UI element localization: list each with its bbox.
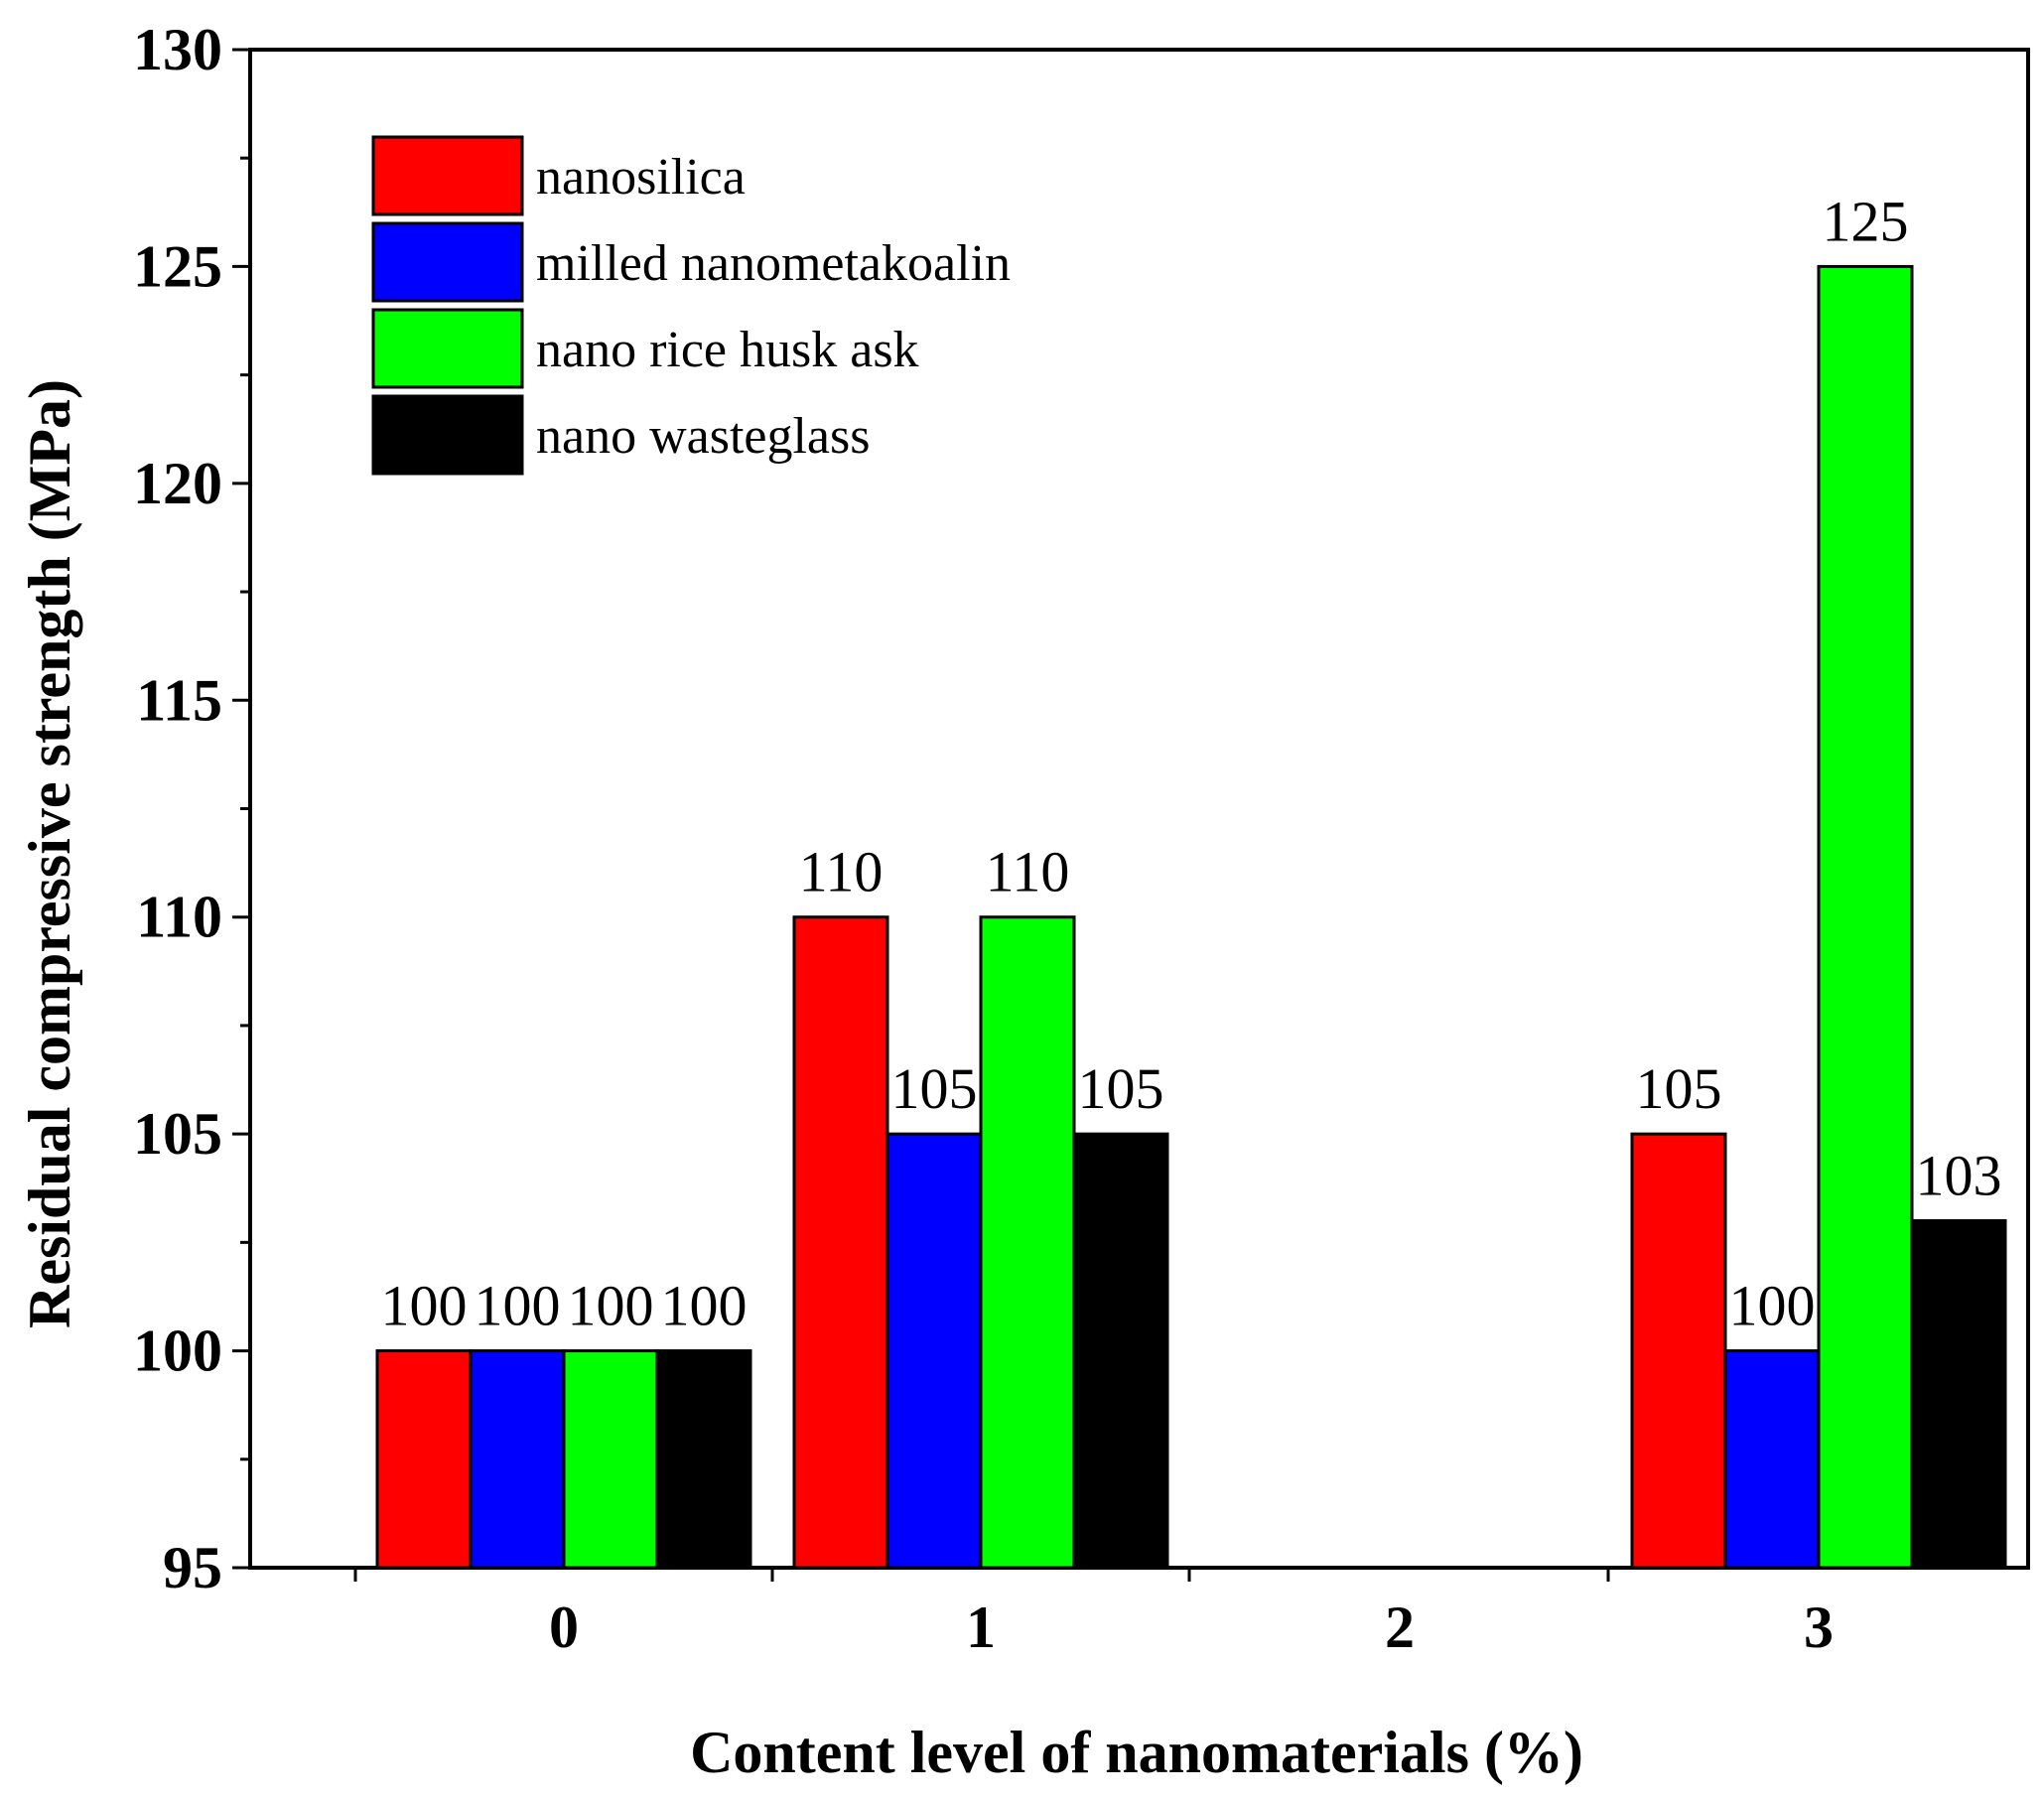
x-tick-label: 2 bbox=[1385, 1595, 1415, 1660]
legend-label: milled nanometakoalin bbox=[536, 235, 1011, 292]
axes-group: 95 100 105 110 115 120 125 130 0 1 2 3 bbox=[133, 17, 2030, 1660]
data-label: 100 bbox=[475, 1274, 561, 1338]
bar bbox=[979, 915, 1076, 1570]
x-tick-label: 0 bbox=[549, 1595, 579, 1660]
y-axis-title: Residual compressive strength (MPa) bbox=[17, 379, 82, 1328]
bar bbox=[792, 915, 889, 1570]
legend-swatch bbox=[371, 221, 524, 303]
y-tick-label: 115 bbox=[136, 667, 222, 733]
data-label: 105 bbox=[1636, 1056, 1722, 1121]
legend-swatch bbox=[371, 135, 524, 216]
legend-swatch bbox=[371, 394, 524, 476]
y-tick-label: 125 bbox=[133, 233, 222, 299]
data-label: 100 bbox=[381, 1274, 468, 1338]
data-label: 105 bbox=[891, 1056, 978, 1121]
data-label: 100 bbox=[1729, 1274, 1816, 1338]
bar bbox=[375, 1349, 473, 1570]
bars-group bbox=[375, 264, 2007, 1570]
y-tick-label: 130 bbox=[133, 17, 222, 82]
data-label: 110 bbox=[986, 840, 1070, 904]
bar bbox=[1072, 1132, 1169, 1570]
data-label: 100 bbox=[661, 1274, 748, 1338]
bar bbox=[469, 1349, 566, 1570]
legend-swatch bbox=[371, 308, 524, 389]
bar bbox=[1910, 1219, 2007, 1570]
x-tick-label: 1 bbox=[966, 1595, 996, 1660]
legend: nanosilica milled nanometakoalin nano rice… bbox=[371, 135, 1011, 476]
legend-label: nano wasteglass bbox=[536, 408, 870, 465]
data-label: 105 bbox=[1078, 1056, 1164, 1121]
y-tick-label: 100 bbox=[133, 1318, 222, 1384]
y-tick-label: 110 bbox=[136, 885, 222, 950]
bar bbox=[1817, 264, 1914, 1570]
x-tick-label: 3 bbox=[1804, 1595, 1834, 1660]
y-tick-label: 105 bbox=[133, 1101, 222, 1167]
bar bbox=[1723, 1349, 1821, 1570]
bar bbox=[655, 1349, 752, 1570]
y-tick-label: 95 bbox=[163, 1535, 222, 1600]
legend-label: nano rice husk ask bbox=[536, 322, 919, 378]
data-label: 100 bbox=[568, 1274, 654, 1338]
legend-label: nanosilica bbox=[536, 149, 746, 206]
bar bbox=[886, 1132, 983, 1570]
data-label: 103 bbox=[1916, 1144, 2002, 1208]
y-tick-label: 120 bbox=[133, 451, 222, 516]
x-axis-title: Content level of nanomaterials (%) bbox=[690, 1720, 1583, 1785]
bar bbox=[562, 1349, 659, 1570]
bar bbox=[1630, 1132, 1727, 1570]
data-label: 125 bbox=[1823, 189, 1909, 253]
data-label: 110 bbox=[799, 840, 884, 904]
